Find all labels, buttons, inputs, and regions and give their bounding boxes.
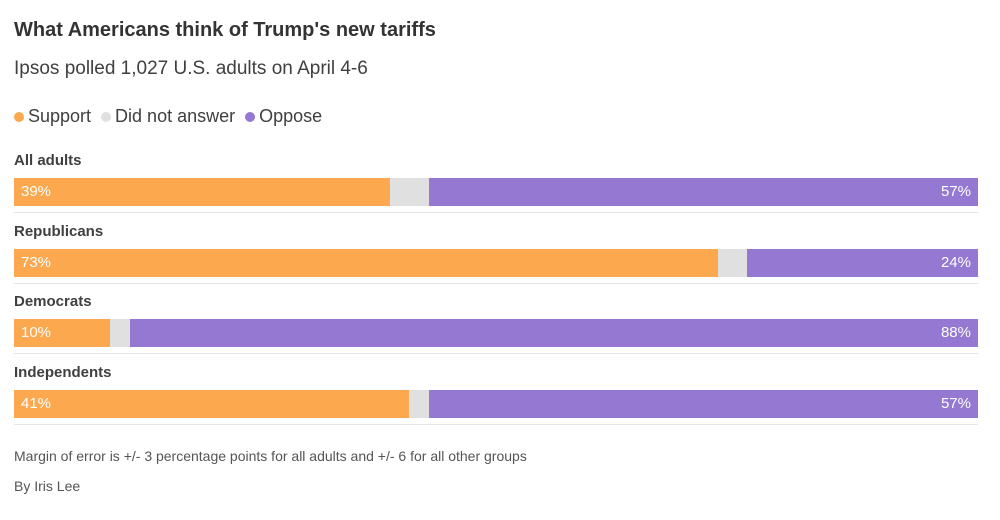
- bar-segment-oppose-independents: [429, 389, 978, 418]
- data-label-oppose-all-adults: 57%: [940, 183, 971, 200]
- data-label-oppose-republicans: 24%: [940, 253, 971, 271]
- legend-swatch-did-not-answer: [101, 111, 112, 122]
- legend-item-did-not-answer: Did not answer: [101, 106, 235, 127]
- byline: By Iris Lee: [14, 478, 81, 494]
- data-label-support-republicans: 73%: [21, 253, 52, 271]
- stacked-bar-all-adults: 39% 57%: [14, 178, 978, 206]
- data-label-oppose-independents: 57%: [940, 394, 971, 412]
- bar-segment-support-all-adults: [14, 178, 390, 206]
- bar-segment-support-democrats: [14, 319, 110, 347]
- bar-group-democrats: Democrats 10% 88%: [14, 287, 978, 358]
- bar-segment-oppose-democrats: [130, 319, 978, 347]
- legend-swatch-support: [14, 111, 24, 122]
- data-label-support-democrats: 10%: [21, 324, 52, 341]
- bar-segment-oppose-all-adults: [429, 178, 978, 206]
- legend-item-oppose: Oppose: [245, 106, 322, 127]
- bar-segment-did-not-answer-democrats: [110, 319, 130, 347]
- stacked-bar-independents: 41% 57%: [14, 389, 978, 418]
- legend-label-support: Support: [28, 106, 92, 126]
- chart-subtitle: Ipsos polled 1,027 U.S. adults on April …: [14, 58, 368, 79]
- margin-of-error-note: Margin of error is +/- 3 percentage poin…: [14, 448, 527, 464]
- row-divider: [14, 353, 978, 354]
- bar-group-independents: Independents 41% 57%: [14, 358, 978, 429]
- bar-segment-did-not-answer-all-adults: [390, 178, 429, 206]
- data-label-support-independents: 41%: [21, 394, 52, 412]
- stacked-bar-chart: All adults 39% 57% Republicans 73% 24% Democra…: [14, 146, 978, 428]
- bar-group-all-adults: All adults 39% 57%: [14, 146, 978, 217]
- legend-label-did-not-answer: Did not answer: [115, 106, 236, 126]
- data-label-oppose-democrats: 88%: [940, 324, 971, 341]
- bar-segment-oppose-republicans: [747, 248, 978, 277]
- data-label-support-all-adults: 39%: [21, 183, 52, 200]
- legend: Support Did not answer Oppose: [14, 106, 332, 127]
- category-label-republicans: Republicans: [14, 222, 104, 240]
- bar-segment-did-not-answer-republicans: [718, 248, 747, 277]
- row-divider: [14, 282, 978, 284]
- stacked-bar-democrats: 10% 88%: [14, 319, 978, 347]
- legend-item-support: Support: [14, 106, 91, 127]
- bar-segment-support-independents: [14, 389, 409, 418]
- bar-segment-support-republicans: [14, 248, 718, 277]
- bar-group-republicans: Republicans 73% 24%: [14, 217, 978, 288]
- stacked-bar-republicans: 73% 24%: [14, 248, 978, 277]
- chart-title: What Americans think of Trump's new tari…: [14, 19, 436, 41]
- bar-segment-did-not-answer-independents: [409, 389, 429, 418]
- legend-swatch-oppose: [245, 111, 256, 122]
- category-label-independents: Independents: [14, 363, 112, 381]
- legend-label-oppose: Oppose: [259, 106, 323, 126]
- row-divider: [14, 423, 978, 425]
- category-label-democrats: Democrats: [14, 293, 92, 310]
- row-divider: [14, 212, 978, 213]
- category-label-all-adults: All adults: [14, 152, 82, 169]
